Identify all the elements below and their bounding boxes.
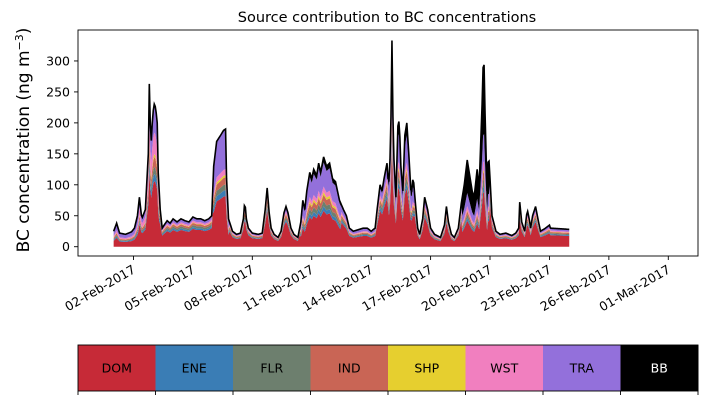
y-axis-label-close: ) bbox=[14, 28, 34, 35]
y-tick-label: 200 bbox=[46, 115, 70, 130]
area-series-dom bbox=[113, 149, 570, 247]
y-axis: 0 50 100 150 200 250 300 bbox=[46, 53, 78, 254]
y-tick-label: 300 bbox=[46, 53, 70, 68]
y-tick-label: 150 bbox=[46, 146, 70, 161]
legend-swatch-flr bbox=[233, 345, 311, 391]
legend-label-ind: IND bbox=[338, 361, 361, 376]
legend-label-ene: ENE bbox=[182, 361, 207, 376]
area-series-ene bbox=[113, 141, 570, 243]
source-colorbar-legend: DOM ENE FLR IND SHP WST TRA BB bbox=[77, 344, 699, 395]
legend-label-shp: SHP bbox=[414, 361, 439, 376]
legend-swatch-shp bbox=[388, 345, 466, 391]
plot-frame bbox=[77, 29, 699, 257]
legend-swatch-tra bbox=[543, 345, 621, 391]
legend-label-bb: BB bbox=[651, 361, 668, 376]
stacked-areas bbox=[113, 40, 570, 247]
legend-label-tra: TRA bbox=[569, 361, 595, 376]
y-tick-label: 100 bbox=[46, 177, 70, 192]
legend-label-dom: DOM bbox=[102, 361, 132, 376]
total-concentration-line bbox=[112, 40, 570, 239]
legend-swatch-dom bbox=[78, 345, 156, 391]
area-series-shp bbox=[113, 116, 570, 240]
legend-swatch-bb bbox=[620, 345, 699, 391]
area-series-flr bbox=[113, 131, 570, 242]
legend-swatch-ind bbox=[310, 345, 389, 391]
plot-area bbox=[77, 29, 699, 257]
y-axis-label: BC concentration (ng m−3) bbox=[13, 28, 35, 253]
legend-swatch-wst bbox=[465, 345, 544, 391]
chart-title: Source contribution to BC concentrations bbox=[238, 10, 536, 26]
x-axis: 02-Feb-201705-Feb-201708-Feb-201711-Feb-… bbox=[62, 256, 673, 314]
area-series-ind bbox=[113, 120, 570, 241]
y-tick-label: 0 bbox=[62, 239, 70, 254]
area-series-wst bbox=[113, 106, 570, 240]
legend-label-wst: WST bbox=[490, 361, 518, 376]
legend-swatch-ene bbox=[155, 345, 234, 391]
y-axis-label-superscript: −3 bbox=[13, 34, 26, 50]
y-tick-label: 250 bbox=[46, 84, 70, 99]
y-tick-label: 50 bbox=[54, 208, 70, 223]
y-axis-label-main: BC concentration (ng m bbox=[14, 50, 34, 252]
legend-label-flr: FLR bbox=[260, 361, 283, 376]
